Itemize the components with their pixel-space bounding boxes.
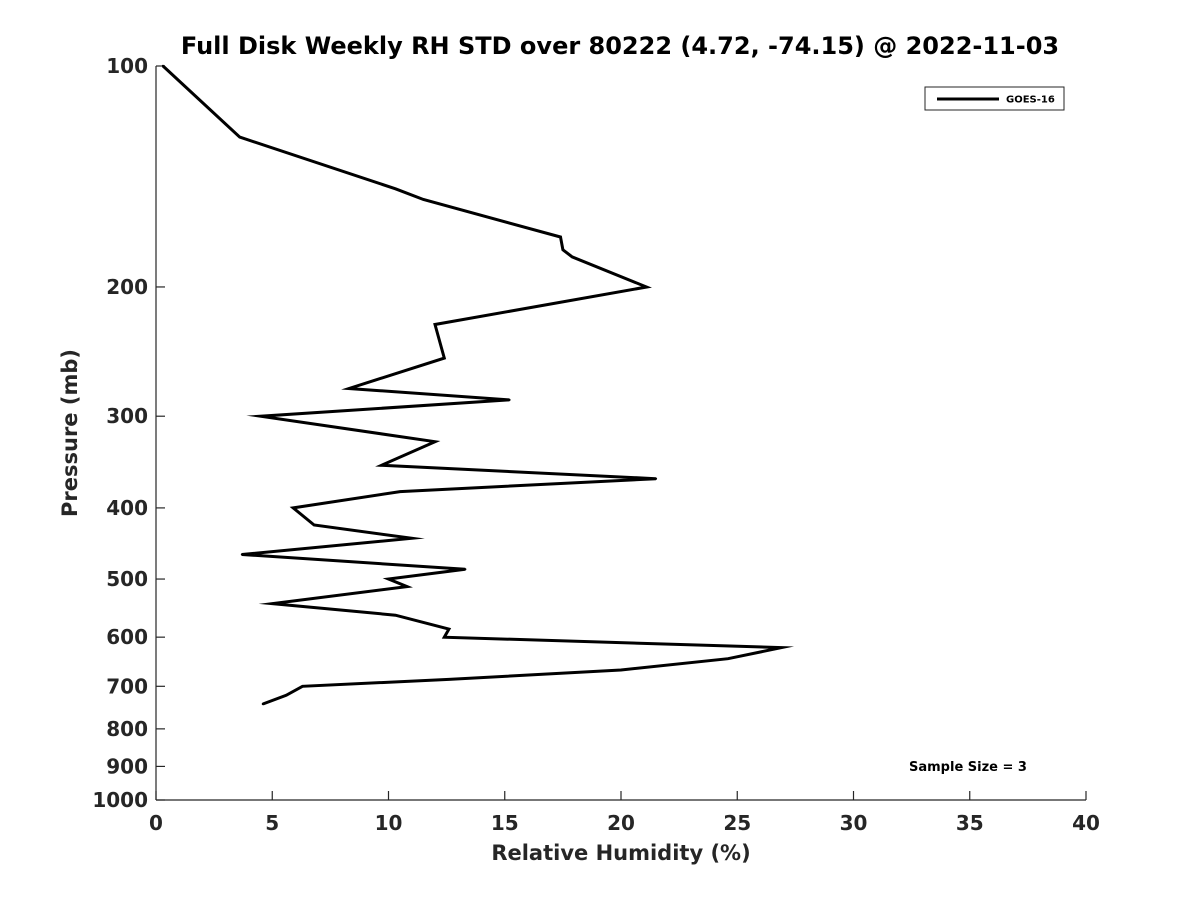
chart-title: Full Disk Weekly RH STD over 80222 (4.72… xyxy=(181,32,1059,60)
data-point-goes-16-0 xyxy=(161,64,165,68)
data-point-goes-16-5 xyxy=(561,248,565,251)
data-point-goes-16-25 xyxy=(394,614,397,617)
data-point-goes-16-15 xyxy=(654,477,658,480)
data-point-goes-16-33 xyxy=(285,694,288,697)
data-point-goes-16-30 xyxy=(619,668,623,672)
data-point-goes-16-32 xyxy=(301,685,304,688)
y-tick-label-900: 900 xyxy=(106,754,148,778)
data-point-goes-16-14 xyxy=(380,464,383,467)
data-point-goes-16-4 xyxy=(559,235,562,239)
y-tick-label-700: 700 xyxy=(106,674,148,698)
data-point-goes-16-29 xyxy=(726,657,730,660)
y-axis-label: Pressure (mb) xyxy=(58,349,82,517)
data-point-goes-16-34 xyxy=(261,702,265,706)
data-point-goes-16-2 xyxy=(394,187,397,190)
y-tick-label-400: 400 xyxy=(106,496,148,520)
data-point-goes-16-18 xyxy=(312,523,316,527)
y-tick-label-500: 500 xyxy=(106,567,148,591)
y-tick-label-100: 100 xyxy=(106,54,148,78)
x-tick-label-35: 35 xyxy=(956,811,984,835)
data-point-goes-16-20 xyxy=(240,553,244,556)
data-point-goes-16-26 xyxy=(447,627,451,631)
y-tick-label-200: 200 xyxy=(106,275,148,299)
data-point-goes-16-21 xyxy=(464,568,467,571)
data-point-goes-16-27 xyxy=(443,636,446,639)
data-point-goes-16-8 xyxy=(433,323,437,326)
data-point-goes-16-28 xyxy=(780,646,783,649)
y-tick-label-600: 600 xyxy=(106,625,148,649)
data-point-goes-16-7 xyxy=(645,285,648,289)
sample-size-annotation: Sample Size = 3 xyxy=(909,760,1027,775)
x-tick-label-0: 0 xyxy=(149,811,163,835)
x-tick-label-40: 40 xyxy=(1072,811,1100,835)
data-point-goes-16-17 xyxy=(292,506,295,510)
y-tick-label-300: 300 xyxy=(106,404,148,428)
data-point-goes-16-3 xyxy=(422,198,425,201)
x-tick-label-5: 5 xyxy=(265,811,279,835)
x-tick-label-15: 15 xyxy=(491,811,519,835)
data-point-goes-16-1 xyxy=(238,135,241,139)
x-tick-label-30: 30 xyxy=(840,811,868,835)
legend: GOES-16 xyxy=(924,86,1065,111)
legend-label-goes-16: GOES-16 xyxy=(1006,95,1055,106)
data-point-goes-16-31 xyxy=(447,678,451,681)
y-axis-ticks: 100 200 300 400 500 600 700 800 900 1000 xyxy=(92,54,165,812)
data-point-goes-16-9 xyxy=(443,356,446,360)
data-point-goes-16-13 xyxy=(433,440,437,443)
x-tick-label-20: 20 xyxy=(607,811,635,835)
y-tick-label-1000: 1000 xyxy=(92,788,148,812)
data-point-goes-16-19 xyxy=(410,537,413,540)
data-point-goes-16-12 xyxy=(259,415,262,418)
data-point-goes-16-6 xyxy=(571,255,574,259)
x-tick-label-10: 10 xyxy=(375,811,403,835)
data-point-goes-16-10 xyxy=(347,387,351,390)
data-point-goes-16-22 xyxy=(387,577,390,581)
x-axis-ticks: 0 5 10 15 20 25 30 35 40 xyxy=(149,791,1100,835)
x-axis-label: Relative Humidity (%) xyxy=(491,841,750,865)
data-point-goes-16-16 xyxy=(398,490,402,493)
series-line-goes-16 xyxy=(161,64,795,706)
data-point-goes-16-11 xyxy=(508,398,511,402)
y-tick-label-800: 800 xyxy=(106,717,148,741)
data-point-goes-16-24 xyxy=(271,602,274,605)
series-layer xyxy=(161,64,795,706)
x-tick-label-25: 25 xyxy=(723,811,751,835)
data-point-goes-16-23 xyxy=(405,585,409,588)
